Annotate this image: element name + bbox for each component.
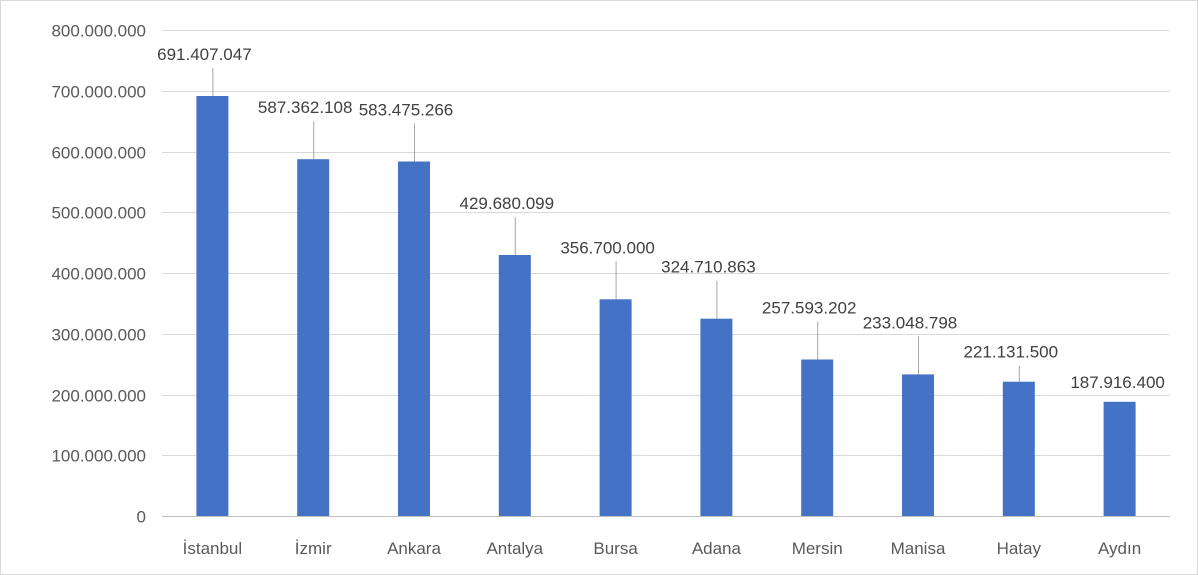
leader-lines (212, 68, 1020, 382)
bar (297, 159, 330, 516)
x-category-label: Aydın (1098, 539, 1141, 558)
bar (1103, 401, 1136, 516)
x-category-label: Adana (692, 539, 742, 558)
y-tick-label: 0 (137, 508, 146, 527)
y-tick-label: 700.000.000 (51, 83, 146, 102)
bar (196, 96, 229, 516)
bar (498, 255, 531, 516)
y-tick-label: 100.000.000 (51, 447, 146, 466)
data-label: 324.710.863 (661, 258, 756, 277)
data-label: 691.407.047 (157, 45, 252, 64)
x-category-label: Mersin (792, 539, 843, 558)
bar (801, 359, 834, 516)
data-labels: 691.407.047 587.362.108 583.475.266 429.680… (157, 45, 1165, 392)
y-tick-label: 600.000.000 (51, 144, 146, 163)
data-label: 233.048.798 (863, 313, 958, 332)
bar (1002, 381, 1035, 516)
x-axis-categories: İstanbul İzmir Ankara Antalya Bursa Adana Mers… (183, 539, 1142, 558)
y-tick-label: 300.000.000 (51, 326, 146, 345)
x-category-label: Bursa (593, 539, 638, 558)
bar (599, 299, 632, 516)
bar (700, 318, 733, 516)
x-category-label: Ankara (387, 539, 441, 558)
data-label: 583.475.266 (359, 101, 454, 120)
data-label: 257.593.202 (762, 299, 857, 318)
y-tick-label: 200.000.000 (51, 387, 146, 406)
y-tick-label: 500.000.000 (51, 204, 146, 223)
x-category-label: Hatay (997, 539, 1042, 558)
y-axis-ticks: 0 100.000.000 200.000.000 300.000.000 400.00… (51, 22, 146, 527)
data-label: 587.362.108 (258, 98, 353, 117)
data-label: 356.700.000 (560, 238, 655, 257)
data-label: 221.131.500 (964, 343, 1059, 362)
y-tick-label: 400.000.000 (51, 265, 146, 284)
data-label: 429.680.099 (460, 194, 555, 213)
bars (196, 96, 1136, 516)
bar (398, 161, 430, 516)
x-category-label: İstanbul (183, 539, 243, 558)
y-tick-label: 800.000.000 (51, 22, 146, 41)
x-category-label: Manisa (891, 539, 946, 558)
gridlines (162, 30, 1170, 517)
data-label: 187.916.400 (1070, 373, 1165, 392)
bar (902, 374, 934, 516)
x-category-label: Antalya (486, 539, 543, 558)
x-category-label: İzmir (295, 539, 332, 558)
